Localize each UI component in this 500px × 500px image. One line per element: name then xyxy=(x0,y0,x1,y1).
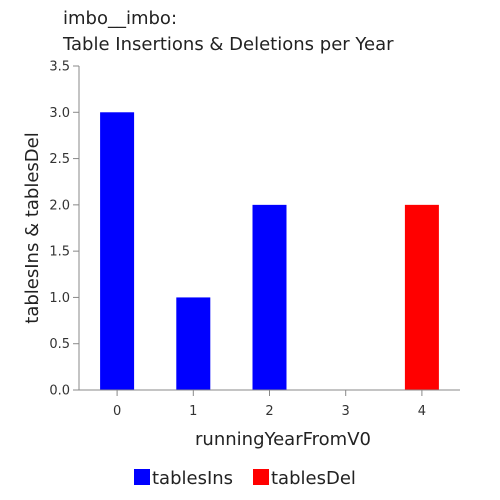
x-tick-label: 2 xyxy=(265,404,273,419)
x-tick-label: 4 xyxy=(418,404,426,419)
plot-area xyxy=(100,112,439,391)
bar-tablesIns-2 xyxy=(252,204,287,390)
y-tick-label: 3.0 xyxy=(49,106,70,121)
y-tick-label: 0.0 xyxy=(49,384,70,399)
y-tick-label: 3.5 xyxy=(49,60,70,75)
legend-label-tablesIns: tablesIns xyxy=(152,468,233,489)
legend-label-tablesDel: tablesDel xyxy=(271,468,356,489)
y-axis-title: tablesIns & tablesDel xyxy=(22,132,43,323)
y-tick-label: 0.5 xyxy=(49,337,70,352)
y-axis-ticks: 0.0 0.5 1.0 1.5 2.0 2.5 3.0 3.5 xyxy=(49,60,79,399)
x-axis-ticks: 0 1 2 3 4 xyxy=(113,390,426,419)
bar-tablesIns-0 xyxy=(100,112,135,391)
y-tick-label: 2.0 xyxy=(49,198,70,213)
bar-tablesIns-1 xyxy=(176,297,211,390)
chart-title-line2: Table Insertions & Deletions per Year xyxy=(62,34,394,55)
y-tick-label: 1.5 xyxy=(49,245,70,260)
x-tick-label: 0 xyxy=(113,404,121,419)
y-tick-label: 1.0 xyxy=(49,291,70,306)
y-tick-label: 2.5 xyxy=(49,152,70,167)
legend-swatch-tablesDel xyxy=(253,469,269,485)
x-tick-label: 3 xyxy=(342,404,350,419)
bar-tablesDel-4 xyxy=(404,204,439,390)
x-tick-label: 1 xyxy=(189,404,197,419)
chart-title-line1: imbo__imbo: xyxy=(63,8,177,29)
legend-swatch-tablesIns xyxy=(134,469,150,485)
legend: tablesIns tablesDel xyxy=(134,468,356,489)
x-axis-title: runningYearFromV0 xyxy=(195,429,371,450)
